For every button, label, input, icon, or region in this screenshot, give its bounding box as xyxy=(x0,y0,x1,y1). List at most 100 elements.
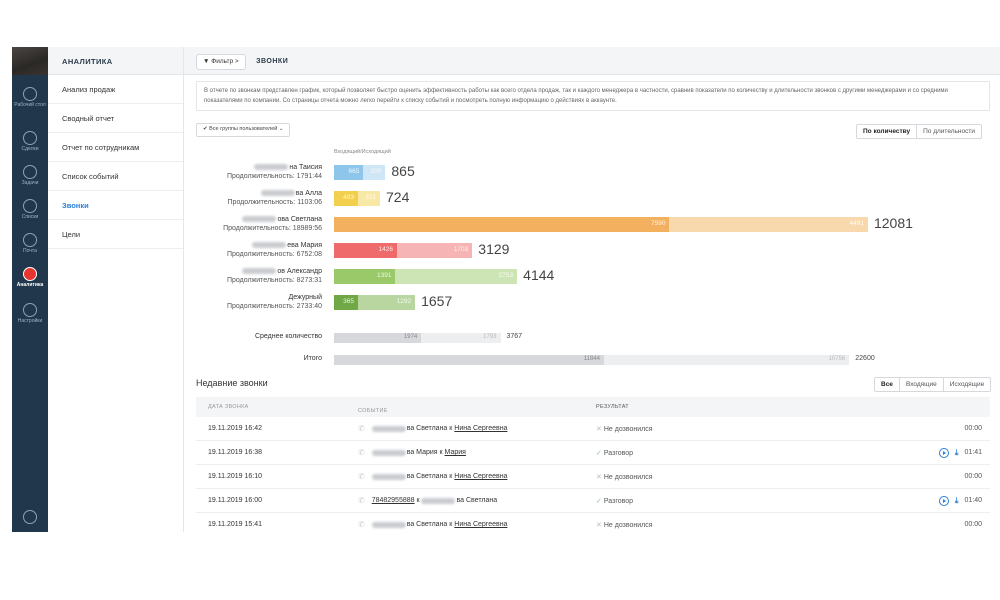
sort-toggle: По количеству По длительности xyxy=(856,124,982,139)
legend-caption: Входящий/Исходящий xyxy=(334,149,391,155)
funnel-icon: ▼ xyxy=(203,57,212,65)
call-duration-cell: ⤓ 01:41 xyxy=(884,447,990,458)
blurred-name xyxy=(371,425,406,432)
call-from[interactable]: 78482955888 xyxy=(371,497,415,504)
average-row-bar: 1974 1793 xyxy=(334,333,501,343)
col-event: СОБЫТИЕ xyxy=(358,407,388,414)
manager-row[interactable]: на Таисия Продолжительность: 1791:44 665 20… xyxy=(184,163,1000,185)
call-to-sep: к xyxy=(447,425,455,432)
stacked-bar[interactable]: 403 321 xyxy=(334,191,380,206)
manager-row[interactable]: Дежурный Продолжительность: 2733:40 365 129… xyxy=(184,293,1000,315)
call-type-tabs: Все Входящие Исходящие xyxy=(874,377,992,392)
manager-row[interactable]: ова Светлана Продолжительность: 18989:56 7… xyxy=(184,215,1000,237)
rail-settings[interactable]: Настройки xyxy=(12,303,48,324)
rail-lists[interactable]: Списки xyxy=(12,199,48,220)
check-icon: ✓ xyxy=(596,449,602,457)
rail-dashboard[interactable]: Рабочий стол xyxy=(12,87,48,108)
tab-outgoing[interactable]: Исходящие xyxy=(942,378,990,391)
sort-by-count-button[interactable]: По количеству xyxy=(857,125,917,138)
blurred-name xyxy=(254,164,289,171)
call-duration: 00:00 xyxy=(964,473,982,480)
blurred-name xyxy=(371,449,406,456)
phone-icon: ✆ xyxy=(358,472,365,481)
rail-tasks[interactable]: Задачи xyxy=(12,165,48,186)
call-event: ✆ 78482955888 к ва Светлана xyxy=(346,496,584,505)
sort-by-duration-button[interactable]: По длительности xyxy=(916,125,981,138)
rail-deals[interactable]: Сделки xyxy=(12,131,48,152)
outgoing-label: 10756 xyxy=(828,356,846,362)
table-row[interactable]: 19.11.2019 16:00 ✆ 78482955888 к ва Светла… xyxy=(196,489,990,513)
call-event: ✆ ва Мария к Мария xyxy=(346,448,584,457)
play-icon[interactable] xyxy=(938,495,949,506)
menu-item-calls[interactable]: Звонки xyxy=(48,191,183,220)
table-row[interactable]: 19.11.2019 16:42 ✆ ва Светлана к Нина Серг… xyxy=(196,417,990,441)
table-row[interactable]: 19.11.2019 16:38 ✆ ва Мария к Мария ✓ Разгов… xyxy=(196,441,990,465)
blurred-name xyxy=(421,497,456,504)
menu-item-goals[interactable]: Цели xyxy=(48,220,183,249)
bar-outgoing: 4491 xyxy=(669,217,868,232)
manager-row[interactable]: ева Мария Продолжительность: 6752:08 1426 1… xyxy=(184,241,1000,263)
phone-icon: ✆ xyxy=(358,424,365,433)
blurred-name xyxy=(260,190,295,197)
call-date: 19.11.2019 16:10 xyxy=(208,473,262,480)
download-icon[interactable]: ⤓ xyxy=(954,495,959,505)
table-row[interactable]: 19.11.2019 15:41 ✆ ва Светлана к Нина Серг… xyxy=(196,513,990,532)
call-date: 19.11.2019 16:42 xyxy=(208,425,262,432)
company-logo xyxy=(12,47,48,75)
download-icon[interactable]: ⤓ xyxy=(954,447,959,457)
blurred-name xyxy=(242,216,277,223)
filter-button[interactable]: ▼ Фильтр > xyxy=(196,53,246,70)
menu-item-sales-analysis[interactable]: Анализ продаж xyxy=(48,75,183,104)
bar-incoming: 665 xyxy=(334,165,364,180)
summary-row-label: Итого xyxy=(303,355,322,362)
manager-name-text: на Таисия xyxy=(289,164,322,171)
user-group-select[interactable]: ✔ Все группы пользователей ⌄ xyxy=(196,123,291,137)
call-duration-cell: 00:00 xyxy=(884,521,990,528)
recent-calls-title: Недавние звонки xyxy=(196,378,268,388)
manager-row[interactable]: ов Александр Продолжительность: 8273:31 13… xyxy=(184,267,1000,289)
tab-incoming[interactable]: Входящие xyxy=(898,378,943,391)
menu-item-summary[interactable]: Сводный отчет xyxy=(48,104,183,133)
table-row[interactable]: 19.11.2019 16:10 ✆ ва Светлана к Нина Серг… xyxy=(196,465,990,489)
call-from: ва Светлана xyxy=(406,521,448,528)
manager-name-text: ова Светлана xyxy=(277,216,322,223)
call-to[interactable]: Нина Сергеевна xyxy=(454,521,508,528)
call-to[interactable]: Нина Сергеевна xyxy=(454,473,508,480)
rail-mail[interactable]: Почта xyxy=(12,233,48,254)
incoming-label: 365 xyxy=(343,298,354,305)
menu-item-employees[interactable]: Отчет по сотрудникам xyxy=(48,133,183,162)
stacked-bar[interactable]: 7590 4491 xyxy=(334,217,868,232)
stacked-bar[interactable]: 365 1292 xyxy=(334,295,416,310)
top-bar: ▼ Фильтр > ЗВОНКИ xyxy=(184,47,1000,75)
bar-outgoing: 10756 xyxy=(604,355,850,365)
menu-title: АНАЛИТИКА xyxy=(48,47,183,75)
manager-row[interactable]: ва Алла Продолжительность: 1103:06 403 321 7… xyxy=(184,189,1000,211)
bar-incoming: 403 xyxy=(334,191,358,206)
rail-analytics[interactable]: Аналитика xyxy=(12,267,48,288)
call-from: ва Светлана xyxy=(406,425,448,432)
average-row-label: Среднее количество xyxy=(254,333,322,340)
stacked-bar[interactable]: 1426 1703 xyxy=(334,243,473,258)
manager-duration: Продолжительность: 2733:40 xyxy=(227,303,322,310)
call-result-text: Не дозвонился xyxy=(603,425,653,433)
tab-all[interactable]: Все xyxy=(875,378,899,391)
bar-outgoing: 321 xyxy=(358,191,380,206)
main-content: ▼ Фильтр > ЗВОНКИ В отчете по звонкам пр… xyxy=(184,47,1000,532)
chat-icon[interactable] xyxy=(23,510,37,524)
call-event: ✆ ва Светлана к Нина Сергеевна xyxy=(346,424,584,433)
stacked-bar[interactable]: 665 200 xyxy=(334,165,386,180)
call-event: ✆ ва Светлана к Нина Сергеевна xyxy=(346,472,584,481)
bar-incoming: 11844 xyxy=(334,355,605,365)
menu-item-events[interactable]: Список событий xyxy=(48,162,183,191)
blurred-name xyxy=(252,242,287,249)
call-to[interactable]: Нина Сергеевна xyxy=(454,425,508,432)
cross-icon: ✕ xyxy=(596,425,602,433)
incoming-label: 1391 xyxy=(377,272,392,279)
total-label: 1657 xyxy=(421,293,453,309)
outgoing-label: 4491 xyxy=(849,220,864,227)
bar-incoming: 7590 xyxy=(334,217,670,232)
stacked-bar[interactable]: 1391 2753 xyxy=(334,269,518,284)
call-duration: 01:40 xyxy=(964,497,982,504)
call-to[interactable]: Мария xyxy=(444,449,466,456)
play-icon[interactable] xyxy=(938,447,949,458)
